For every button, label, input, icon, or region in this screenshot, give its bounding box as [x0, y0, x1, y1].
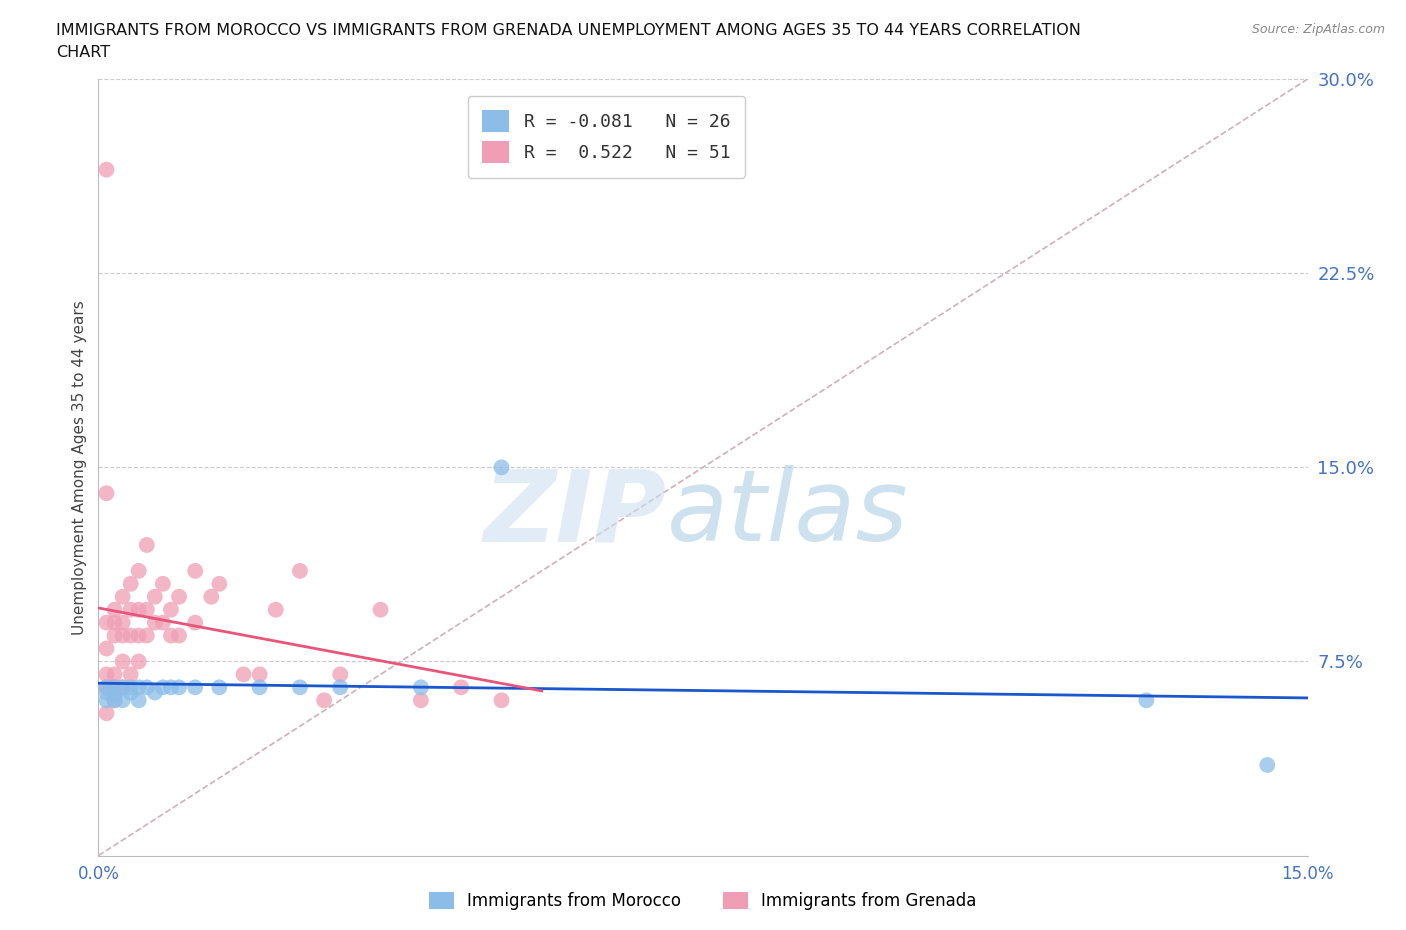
Point [96, 685, 118, 700]
Point [314, 693, 336, 708]
Point [288, 680, 311, 695]
Point [329, 667, 352, 682]
Point [96, 667, 118, 682]
Point [288, 564, 311, 578]
Point [128, 564, 150, 578]
Point [160, 628, 183, 643]
Point [167, 628, 190, 643]
Point [103, 667, 125, 682]
Legend: Immigrants from Morocco, Immigrants from Grenada: Immigrants from Morocco, Immigrants from… [422, 885, 984, 917]
Point [208, 680, 231, 695]
Point [111, 680, 134, 695]
Point [135, 538, 157, 552]
Point [1256, 758, 1278, 773]
Point [120, 680, 142, 695]
Point [152, 616, 174, 631]
Point [128, 680, 150, 695]
Point [1135, 693, 1157, 708]
Point [200, 590, 222, 604]
Point [160, 603, 183, 618]
Point [96, 641, 118, 656]
Text: IMMIGRANTS FROM MOROCCO VS IMMIGRANTS FROM GRENADA UNEMPLOYMENT AMONG AGES 35 TO: IMMIGRANTS FROM MOROCCO VS IMMIGRANTS FR… [56, 23, 1081, 38]
Point [111, 590, 134, 604]
Point [103, 693, 125, 708]
Point [232, 667, 254, 682]
Point [103, 693, 125, 708]
Point [111, 628, 134, 643]
Legend: R = -0.081   N = 26, R =  0.522   N = 51: R = -0.081 N = 26, R = 0.522 N = 51 [468, 96, 745, 178]
Point [128, 603, 150, 618]
Point [160, 680, 183, 695]
Text: Source: ZipAtlas.com: Source: ZipAtlas.com [1251, 23, 1385, 36]
Point [135, 628, 157, 643]
Point [96, 706, 118, 721]
Point [103, 603, 125, 618]
Point [96, 693, 118, 708]
Point [96, 680, 118, 695]
Point [249, 680, 271, 695]
Point [128, 693, 150, 708]
Point [111, 654, 134, 669]
Point [491, 459, 513, 474]
Point [409, 693, 432, 708]
Point [264, 603, 287, 618]
Point [128, 628, 150, 643]
Point [111, 693, 134, 708]
Point [249, 667, 271, 682]
Point [152, 680, 174, 695]
Point [167, 680, 190, 695]
Point [96, 616, 118, 631]
Y-axis label: Unemployment Among Ages 35 to 44 years: Unemployment Among Ages 35 to 44 years [72, 300, 87, 634]
Point [152, 577, 174, 591]
Point [120, 577, 142, 591]
Point [143, 590, 166, 604]
Point [103, 687, 125, 702]
Point [135, 603, 157, 618]
Point [184, 564, 207, 578]
Text: CHART: CHART [56, 45, 110, 60]
Point [120, 628, 142, 643]
Point [184, 616, 207, 631]
Point [143, 616, 166, 631]
Point [409, 680, 432, 695]
Point [111, 680, 134, 695]
Point [128, 654, 150, 669]
Point [329, 680, 352, 695]
Text: atlas: atlas [666, 465, 908, 563]
Point [120, 685, 142, 700]
Point [103, 680, 125, 695]
Point [120, 667, 142, 682]
Point [120, 603, 142, 618]
Point [111, 616, 134, 631]
Text: ZIP: ZIP [484, 465, 666, 563]
Point [103, 680, 125, 695]
Point [103, 628, 125, 643]
Point [184, 680, 207, 695]
Point [96, 680, 118, 695]
Point [143, 685, 166, 700]
Point [96, 162, 118, 177]
Point [491, 693, 513, 708]
Point [167, 590, 190, 604]
Point [370, 603, 392, 618]
Point [450, 680, 472, 695]
Point [96, 485, 118, 500]
Point [208, 577, 231, 591]
Point [103, 616, 125, 631]
Point [135, 680, 157, 695]
